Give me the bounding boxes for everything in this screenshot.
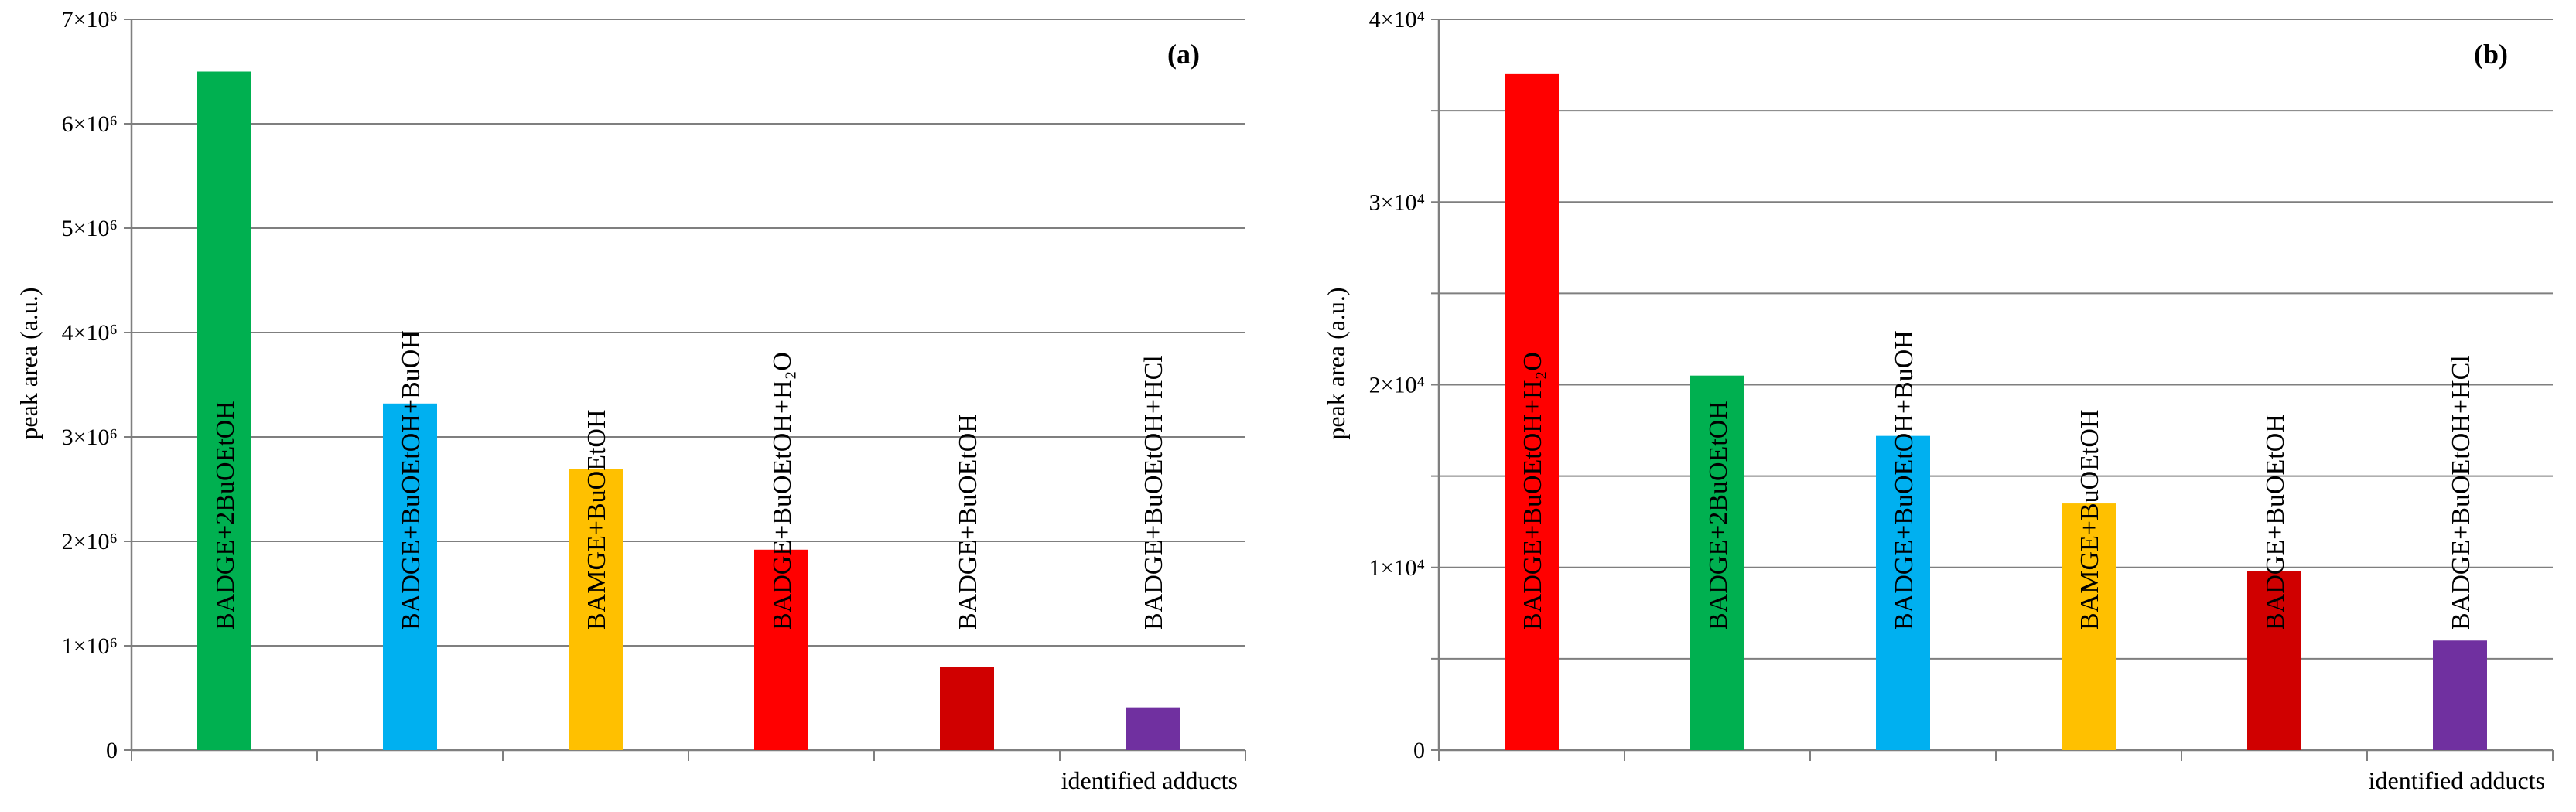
y-axis-label: peak area (a.u.) <box>1322 287 1350 439</box>
y-tick-label: 2×10⁶ <box>62 529 118 554</box>
chart-b: peak area (a.u.) identified adducts (b) … <box>1322 7 2554 794</box>
y-tick-label: 4×10⁴ <box>1369 7 1425 32</box>
bar <box>754 549 808 750</box>
y-tick-label: 3×10⁶ <box>62 425 118 450</box>
bar <box>1505 73 1559 750</box>
bar <box>2247 571 2301 750</box>
bar <box>940 667 994 750</box>
chart-panel-b: peak area (a.u.) identified adducts (b) … <box>1307 0 2576 812</box>
bar <box>1690 375 1744 750</box>
y-tick-label: 0 <box>1413 738 1425 763</box>
bar-label: BAMGE+BuOEtOH <box>2075 409 2104 630</box>
y-tick-label: 0 <box>106 738 118 763</box>
y-tick-label: 3×10⁴ <box>1369 189 1425 215</box>
bar-label: BADGE+2BuOEtOH <box>1704 401 1733 630</box>
chart-panel-a: peak area (a.u.) identified adducts (a) … <box>0 0 1269 812</box>
bar-label: BADGE+BuOEtOH <box>954 414 982 630</box>
bar <box>569 469 623 750</box>
bar <box>383 403 437 750</box>
panel-label: (b) <box>2474 39 2508 70</box>
bar <box>1126 707 1180 750</box>
bar-label: BADGE+BuOEtOH+BuOH <box>1890 330 1918 630</box>
y-tick-label: 7×10⁶ <box>62 7 118 32</box>
x-axis-label: identified adducts <box>1061 766 1238 794</box>
y-tick-label: 1×10⁶ <box>62 633 118 659</box>
y-tick-label: 4×10⁶ <box>62 320 118 346</box>
y-tick-label: 2×10⁴ <box>1369 373 1425 398</box>
bar <box>197 71 251 750</box>
y-tick-label: 1×10⁴ <box>1369 555 1425 581</box>
x-axis-label: identified adducts <box>2369 766 2545 794</box>
bar-label: BAMGE+BuOEtOH <box>583 409 611 630</box>
y-axis-label: peak area (a.u.) <box>15 287 43 439</box>
bar-label: BADGE+BuOEtOH+HCl <box>2447 355 2475 630</box>
bar <box>2433 640 2487 750</box>
y-tick-label: 6×10⁶ <box>62 111 118 137</box>
bar-label: BADGE+BuOEtOH+H₂O <box>768 352 797 630</box>
panel-label: (a) <box>1167 39 1200 70</box>
bar-label: BADGE+BuOEtOH+BuOH <box>397 330 425 630</box>
bar <box>1876 435 1930 750</box>
bar-label: BADGE+2BuOEtOH <box>211 401 240 630</box>
bar-label: BADGE+BuOEtOH+HCl <box>1139 355 1168 630</box>
bar-label: BADGE+BuOEtOH <box>2261 414 2290 630</box>
y-tick-label: 5×10⁶ <box>62 216 118 241</box>
bar <box>2062 503 2116 750</box>
bar-label: BADGE+BuOEtOH+H₂O <box>1519 352 1547 630</box>
chart-a: peak area (a.u.) identified adducts (a) … <box>15 7 1246 794</box>
